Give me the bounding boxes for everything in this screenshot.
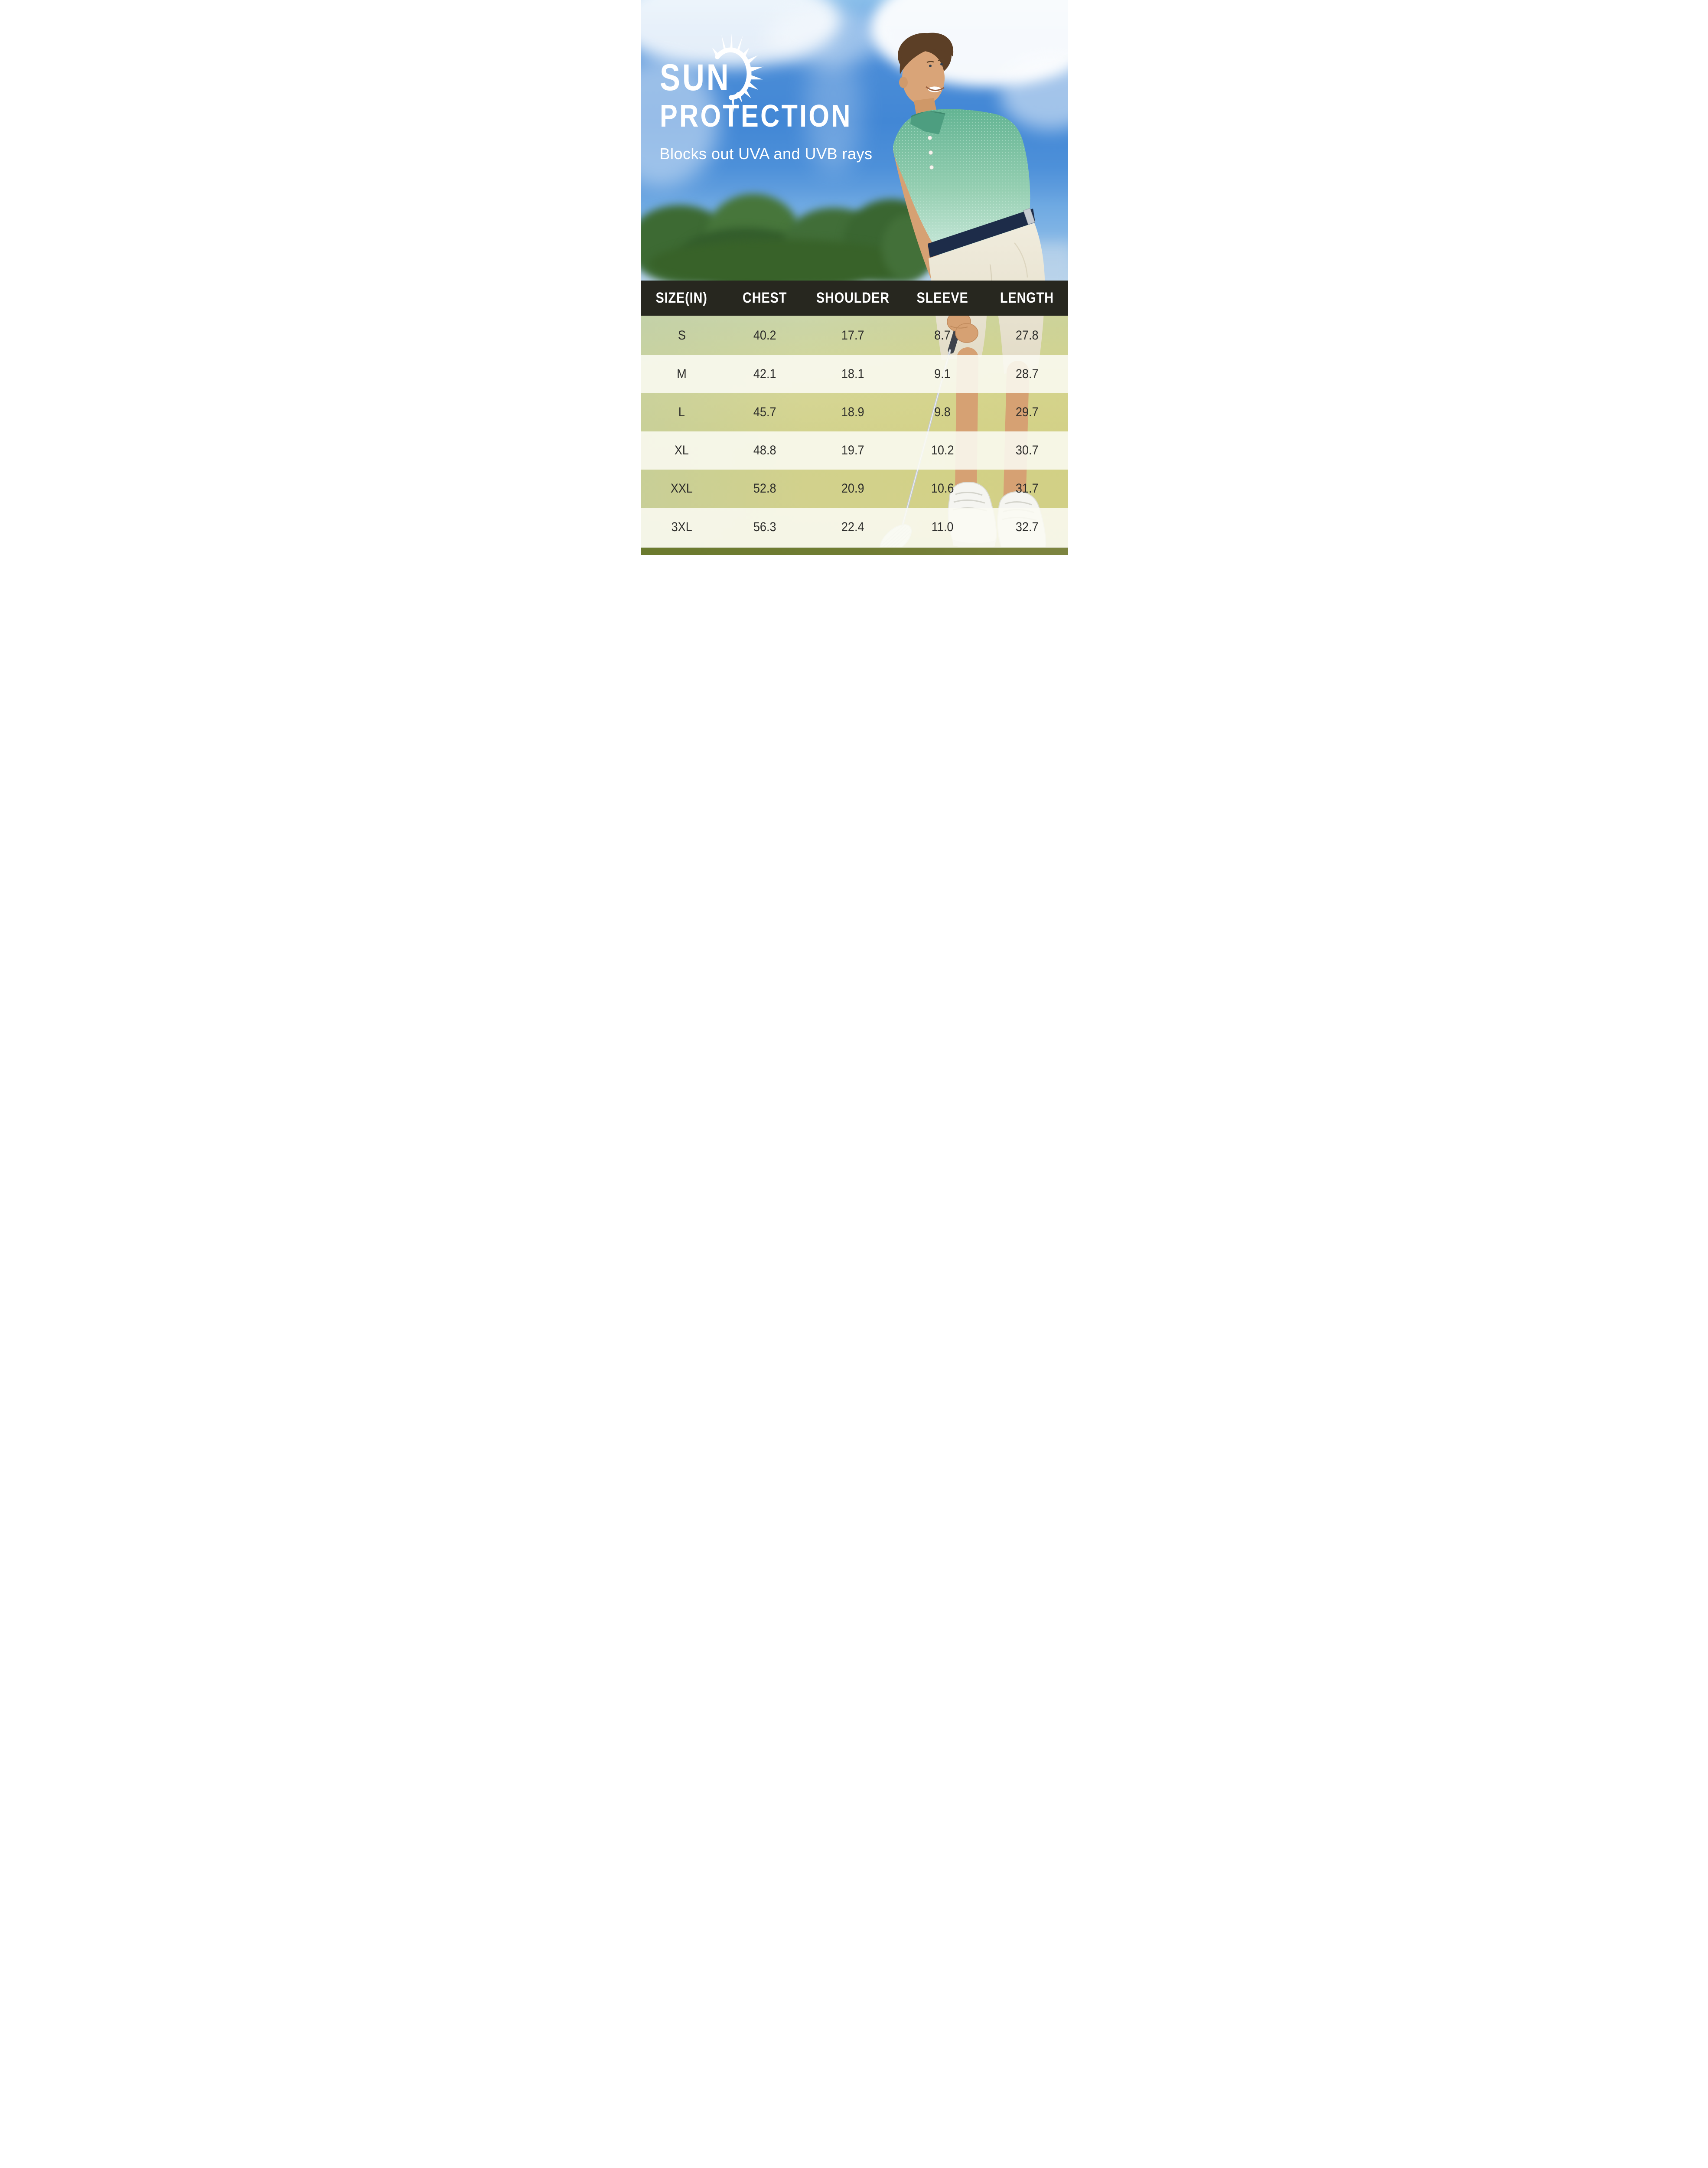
tree-line xyxy=(640,194,944,287)
cell-sleeve: 8.7 xyxy=(934,328,951,343)
horizon-haze xyxy=(944,243,1068,282)
header-shoulder: SHOULDER xyxy=(816,290,890,306)
cell-shoulder: 18.1 xyxy=(841,366,864,381)
header-sleeve: SLEEVE xyxy=(916,290,968,306)
cell-chest: 45.7 xyxy=(753,405,776,419)
header-size: SIZE(IN) xyxy=(655,290,708,306)
cell-length: 31.7 xyxy=(1015,481,1039,496)
cloud xyxy=(766,9,883,65)
cell-length: 32.7 xyxy=(1015,520,1039,534)
cell-sleeve: 10.6 xyxy=(931,481,954,496)
cell-shoulder: 18.9 xyxy=(841,405,864,419)
size-chart-header-bar: SIZE(IN) CHEST SHOULDER SLEEVE LENGTH xyxy=(640,281,1068,316)
cell-length: 29.7 xyxy=(1015,405,1039,419)
tree xyxy=(649,239,909,287)
cell-size: L xyxy=(678,405,685,419)
header-chest: CHEST xyxy=(743,290,787,306)
table-row-s: S 40.2 17.7 8.7 27.8 xyxy=(641,316,1068,355)
cell-chest: 42.1 xyxy=(753,366,776,381)
cell-size: XL xyxy=(675,443,689,457)
header-length: LENGTH xyxy=(1000,290,1054,306)
hero-title-line2: PROTECTION xyxy=(659,99,852,134)
cloud xyxy=(805,48,862,173)
cell-size: M xyxy=(677,366,687,381)
cell-shoulder: 19.7 xyxy=(841,443,864,457)
table-row-xl: XL 48.8 19.7 10.2 30.7 xyxy=(640,431,1068,470)
cell-size: XXL xyxy=(671,481,693,496)
cell-chest: 40.2 xyxy=(753,328,776,343)
cell-length: 30.7 xyxy=(1015,443,1039,457)
table-row-m: M 42.1 18.1 9.1 28.7 xyxy=(640,355,1068,393)
table-row-l: L 45.7 18.9 9.8 29.7 xyxy=(641,393,1068,431)
cell-chest: 52.8 xyxy=(753,481,776,496)
cell-chest: 48.8 xyxy=(753,443,776,457)
cell-sleeve: 9.1 xyxy=(934,366,951,381)
size-chart-header-row: SIZE(IN) CHEST SHOULDER SLEEVE LENGTH xyxy=(641,281,1068,316)
cell-length: 28.7 xyxy=(1015,366,1039,381)
cell-sleeve: 11.0 xyxy=(932,520,954,534)
table-row-3xl: 3XL 56.3 22.4 11.0 32.7 xyxy=(640,508,1068,547)
sun-rays-icon xyxy=(712,32,763,113)
sun-arc xyxy=(714,47,751,100)
foreground-grass-strip xyxy=(640,547,1068,555)
cell-length: 27.8 xyxy=(1015,328,1039,343)
hero-subtitle: Blocks out UVA and UVB rays xyxy=(659,145,873,163)
product-image-canvas: POLO GOLF xyxy=(640,0,1068,555)
cell-chest: 56.3 xyxy=(753,520,776,534)
cell-size: 3XL xyxy=(671,520,692,534)
cell-sleeve: 10.2 xyxy=(931,443,954,457)
cell-shoulder: 20.9 xyxy=(841,481,864,496)
cell-shoulder: 17.7 xyxy=(841,328,864,343)
hero-title-line1: SUN xyxy=(659,57,731,98)
cell-size: S xyxy=(678,328,686,343)
cell-shoulder: 22.4 xyxy=(841,520,864,534)
table-row-xxl: XXL 52.8 20.9 10.6 31.7 xyxy=(641,470,1068,508)
cell-sleeve: 9.8 xyxy=(934,405,951,419)
tree xyxy=(881,215,934,281)
sun-rays xyxy=(712,32,763,113)
